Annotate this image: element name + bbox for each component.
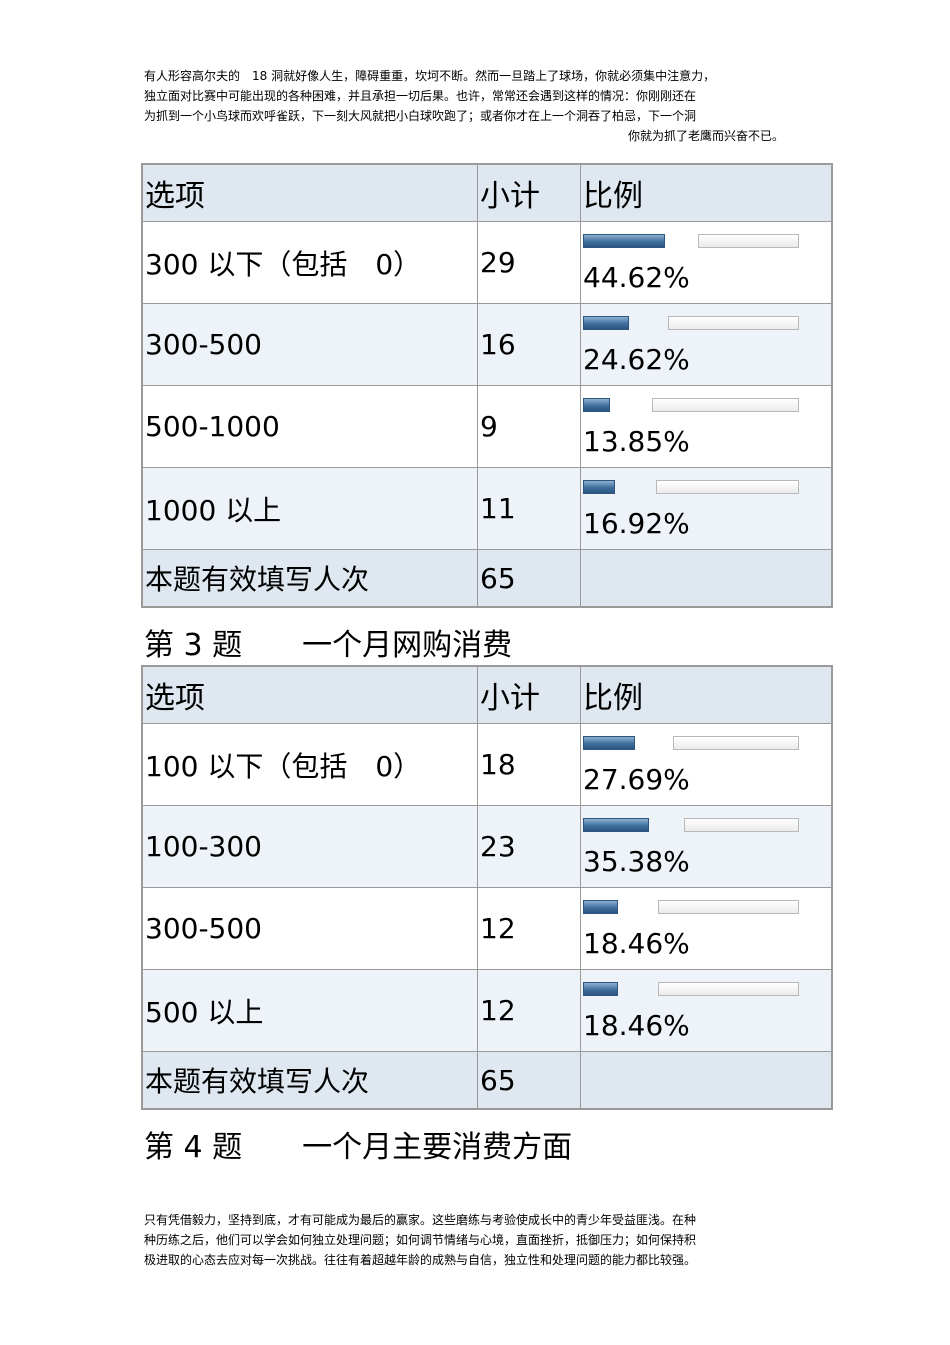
percent-label: 27.69%	[583, 762, 690, 796]
ratio-cell: 13.85%	[580, 385, 833, 468]
count-cell: 23	[477, 805, 581, 888]
header-ratio: 比例	[580, 665, 833, 724]
count-cell: 29	[477, 221, 581, 304]
total-count: 65	[477, 549, 581, 608]
bar-fill	[583, 817, 649, 832]
intro-line: 独立面对比赛中可能出现的各种困难，并且承担一切后果。也许，常常还会遇到这样的情况…	[144, 89, 697, 103]
option-cell: 300 以下（包括 0）	[141, 221, 478, 304]
header-option: 选项	[141, 665, 478, 724]
option-cell: 1000 以上	[141, 467, 478, 550]
option-cell: 100-300	[141, 805, 478, 888]
bar-empty	[684, 817, 799, 832]
table-row: 300 以下（包括 0） 29 44.62%	[141, 221, 833, 304]
outro-paragraph: 只有凭借毅力，坚持到底，才有可能成为最后的赢家。这些磨练与考验使成长中的青少年受…	[144, 1210, 794, 1270]
ratio-cell: 18.46%	[580, 969, 833, 1052]
option-cell: 300-500	[141, 303, 478, 386]
bar-fill	[583, 397, 610, 412]
count-cell: 18	[477, 723, 581, 806]
percent-label: 35.38%	[583, 844, 690, 878]
outro-line: 极进取的心态去应对每一次挑战。往往有着超越年龄的成熟与自信，独立性和处理问题的能…	[144, 1253, 697, 1267]
count-cell: 11	[477, 467, 581, 550]
percent-label: 18.46%	[583, 1008, 690, 1042]
ratio-bar	[583, 233, 831, 249]
ratio-bar	[583, 479, 831, 495]
ratio-bar	[583, 397, 831, 413]
outro-line: 只有凭借毅力，坚持到底，才有可能成为最后的赢家。这些磨练与考验使成长中的青少年受…	[144, 1213, 697, 1227]
ratio-bar	[583, 315, 831, 331]
header-count: 小计	[477, 163, 581, 222]
table-row: 300-500 16 24.62%	[141, 303, 833, 386]
header-count: 小计	[477, 665, 581, 724]
bar-empty	[658, 899, 799, 914]
bar-fill	[583, 735, 635, 750]
intro-line: 为抓到一个小鸟球而欢呼雀跃，下一刻大风就把小白球吹跑了；或者你才在上一个洞吞了柏…	[144, 109, 697, 123]
intro-line: 有人形容高尔夫的 18 洞就好像人生，障碍重重，坎坷不断。然而一旦踏上了球场，你…	[144, 69, 716, 83]
total-label: 本题有效填写人次	[141, 1051, 478, 1110]
ratio-cell: 35.38%	[580, 805, 833, 888]
total-label: 本题有效填写人次	[141, 549, 478, 608]
bar-empty	[668, 315, 799, 330]
percent-label: 16.92%	[583, 506, 690, 540]
total-empty-cell	[580, 549, 833, 608]
bar-fill	[583, 981, 618, 996]
intro-line: 你就为抓了老鹰而兴奋不已。	[627, 129, 784, 143]
total-row: 本题有效填写人次 65	[141, 549, 833, 608]
bar-empty	[673, 735, 799, 750]
ratio-cell: 18.46%	[580, 887, 833, 970]
count-cell: 9	[477, 385, 581, 468]
ratio-bar	[583, 981, 831, 997]
percent-label: 13.85%	[583, 424, 690, 458]
table-header-row: 选项 小计 比例	[141, 665, 833, 724]
option-cell: 500-1000	[141, 385, 478, 468]
percent-label: 24.62%	[583, 342, 690, 376]
survey-table-q2: 选项 小计 比例 300 以下（包括 0） 29 44.62% 300-500 …	[141, 163, 833, 608]
bar-empty	[698, 233, 799, 248]
question-title-4: 第 4 题 一个月主要消费方面	[144, 1130, 573, 1165]
table-row: 500-1000 9 13.85%	[141, 385, 833, 468]
survey-table-q3: 选项 小计 比例 100 以下（包括 0） 18 27.69% 100-300 …	[141, 665, 833, 1110]
table-header-row: 选项 小计 比例	[141, 163, 833, 222]
count-cell: 12	[477, 887, 581, 970]
table-row: 500 以上 12 18.46%	[141, 969, 833, 1052]
count-cell: 12	[477, 969, 581, 1052]
header-ratio: 比例	[580, 163, 833, 222]
table-row: 100-300 23 35.38%	[141, 805, 833, 888]
intro-paragraph: 有人形容高尔夫的 18 洞就好像人生，障碍重重，坎坷不断。然而一旦踏上了球场，你…	[144, 66, 804, 146]
percent-label: 18.46%	[583, 926, 690, 960]
total-empty-cell	[580, 1051, 833, 1110]
option-cell: 500 以上	[141, 969, 478, 1052]
bar-fill	[583, 315, 629, 330]
table-row: 100 以下（包括 0） 18 27.69%	[141, 723, 833, 806]
ratio-cell: 16.92%	[580, 467, 833, 550]
total-row: 本题有效填写人次 65	[141, 1051, 833, 1110]
question-title-3: 第 3 题 一个月网购消费	[144, 628, 513, 663]
bar-empty	[658, 981, 799, 996]
option-cell: 300-500	[141, 887, 478, 970]
ratio-bar	[583, 817, 831, 833]
ratio-cell: 27.69%	[580, 723, 833, 806]
ratio-bar	[583, 735, 831, 751]
bar-empty	[656, 479, 799, 494]
bar-empty	[652, 397, 799, 412]
table-row: 300-500 12 18.46%	[141, 887, 833, 970]
count-cell: 16	[477, 303, 581, 386]
bar-fill	[583, 899, 618, 914]
table-row: 1000 以上 11 16.92%	[141, 467, 833, 550]
ratio-cell: 24.62%	[580, 303, 833, 386]
header-option: 选项	[141, 163, 478, 222]
percent-label: 44.62%	[583, 260, 690, 294]
ratio-cell: 44.62%	[580, 221, 833, 304]
ratio-bar	[583, 899, 831, 915]
bar-fill	[583, 479, 615, 494]
total-count: 65	[477, 1051, 581, 1110]
bar-fill	[583, 233, 665, 248]
option-cell: 100 以下（包括 0）	[141, 723, 478, 806]
outro-line: 种历练之后，他们可以学会如何独立处理问题；如何调节情绪与心境，直面挫折，抵御压力…	[144, 1233, 697, 1247]
